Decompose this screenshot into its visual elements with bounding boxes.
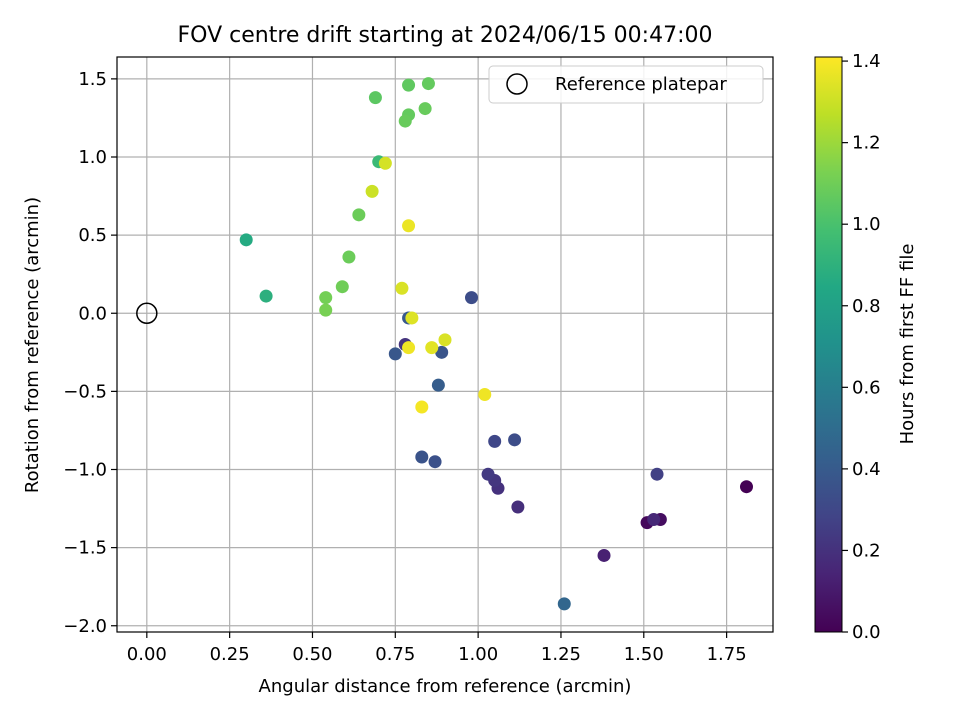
y-tick-label: 1.5: [78, 69, 107, 90]
data-point: [425, 341, 439, 355]
x-tick-label: 1.25: [541, 644, 581, 665]
data-point: [395, 281, 409, 295]
colorbar-tick-label: 1.2: [852, 133, 881, 154]
data-point: [418, 102, 432, 116]
colorbar-ticks: 0.0 0.2 0.4 0.6 0.8 1.0 1.2 1.4: [842, 51, 881, 643]
data-point: [398, 114, 412, 128]
grid-lines: [117, 57, 773, 632]
data-point: [259, 289, 273, 303]
x-tick-label: 0.00: [127, 644, 167, 665]
data-point: [650, 467, 664, 481]
reference-point: [136, 302, 158, 324]
colorbar-gradient: [814, 56, 843, 633]
y-tick-label: −1.0: [63, 460, 107, 481]
y-axis: 1.5 1.0 0.5 0.0 −0.5 −1.0 −1.5 −2.0: [63, 69, 117, 637]
legend-box: [488, 65, 764, 104]
y-tick-label: 0.5: [78, 225, 107, 246]
data-point: [402, 341, 416, 355]
data-point: [378, 156, 392, 170]
colorbar-tick-label: 0.8: [852, 296, 881, 317]
y-tick-label: 0.0: [78, 303, 107, 324]
data-point: [465, 291, 479, 305]
colorbar-tick-label: 0.4: [852, 459, 881, 480]
data-point: [239, 233, 253, 247]
x-tick-label: 1.75: [707, 644, 747, 665]
x-tick-label: 0.75: [375, 644, 415, 665]
data-point: [335, 280, 349, 294]
data-point: [405, 311, 419, 325]
chart-title: FOV centre drift starting at 2024/06/15 …: [178, 23, 713, 48]
data-point: [319, 303, 333, 317]
data-point: [342, 250, 356, 264]
data-point: [431, 378, 445, 392]
data-point: [428, 455, 442, 469]
y-axis-label: Rotation from reference (arcmin): [22, 197, 43, 493]
x-tick-label: 1.50: [624, 644, 664, 665]
data-point: [402, 219, 416, 233]
data-point: [415, 450, 429, 464]
colorbar-tick-label: 0.6: [852, 377, 881, 398]
x-tick-label: 0.50: [292, 644, 332, 665]
data-point: [508, 433, 522, 447]
y-tick-label: −0.5: [63, 381, 107, 402]
x-tick-label: 0.25: [210, 644, 250, 665]
colorbar: 0.0 0.2 0.4 0.6 0.8 1.0 1.2 1.4 Hours from firs…: [814, 51, 918, 643]
x-axis: 0.00 0.25 0.50 0.75 1.00 1.25 1.50 1.75: [127, 632, 747, 665]
colorbar-tick-label: 0.2: [852, 540, 881, 561]
data-point: [402, 78, 416, 92]
x-axis-label: Angular distance from reference (arcmin): [259, 676, 632, 697]
y-tick-label: −2.0: [63, 616, 107, 637]
data-point: [319, 291, 333, 305]
data-point: [435, 345, 449, 359]
data-point: [388, 347, 402, 361]
data-point: [438, 333, 452, 347]
data-point: [557, 597, 571, 611]
data-point: [478, 388, 492, 401]
data-point: [511, 500, 525, 514]
data-point: [739, 480, 753, 494]
data-point: [365, 184, 379, 198]
colorbar-label: Hours from first FF file: [897, 244, 918, 445]
colorbar-tick-label: 1.4: [852, 51, 881, 72]
data-points: [239, 77, 753, 611]
y-tick-label: −1.5: [63, 538, 107, 559]
legend: Reference platepar: [488, 65, 764, 104]
colorbar-tick-label: 1.0: [852, 214, 881, 235]
data-point: [647, 513, 661, 526]
legend-entry-reference: Reference platepar: [555, 74, 727, 95]
data-point: [488, 434, 502, 448]
data-point: [352, 208, 366, 222]
data-point: [415, 400, 429, 414]
y-tick-label: 1.0: [78, 147, 107, 168]
data-point: [481, 467, 495, 481]
data-point: [597, 548, 611, 562]
x-tick-label: 1.00: [458, 644, 498, 665]
colorbar-tick-label: 0.0: [852, 622, 881, 643]
data-point: [421, 77, 435, 91]
legend-marker-icon: [506, 73, 528, 95]
plot-frame: [116, 56, 774, 633]
data-point: [368, 91, 382, 105]
